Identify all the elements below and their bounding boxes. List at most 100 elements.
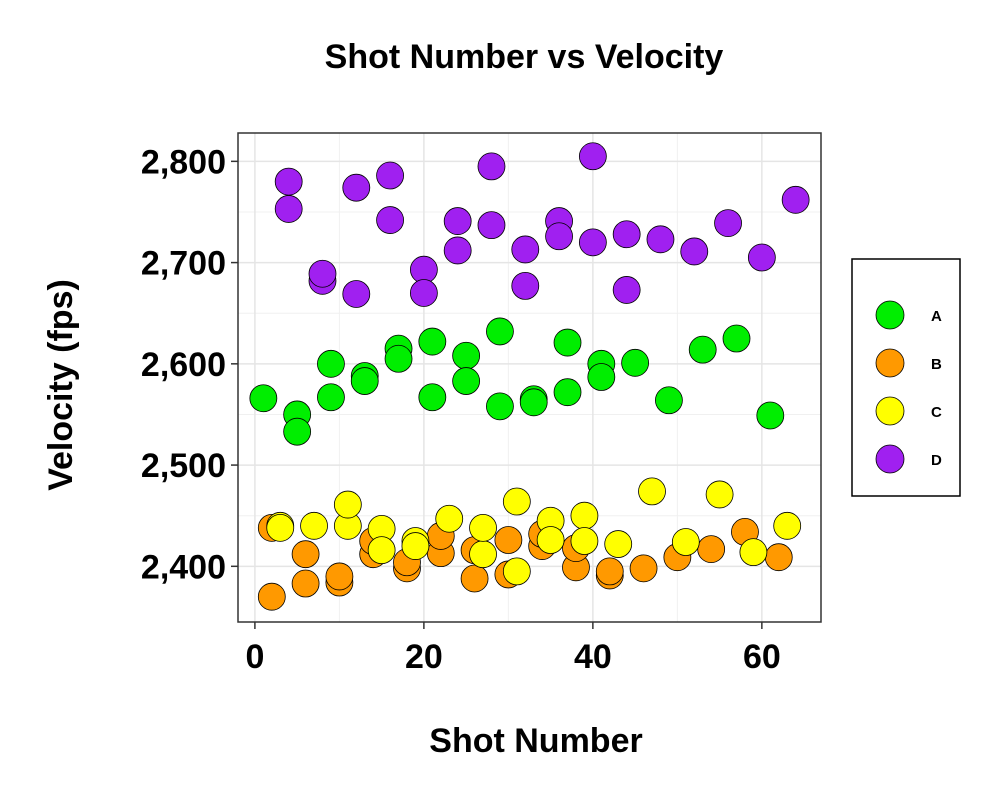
x-tick-label: 0 xyxy=(245,638,264,676)
data-point-b xyxy=(460,564,489,593)
legend-box xyxy=(851,258,961,497)
x-tick-label: 60 xyxy=(743,638,781,676)
data-point-c xyxy=(502,487,531,516)
data-point-d xyxy=(376,206,404,234)
data-point-d xyxy=(477,211,506,240)
data-point-b xyxy=(595,557,624,586)
data-point-c xyxy=(367,536,396,565)
legend-key-b xyxy=(875,348,905,378)
legend-label-b: B xyxy=(931,356,942,373)
data-point-b xyxy=(494,526,523,554)
data-point-d xyxy=(612,220,641,249)
plot-border xyxy=(237,132,822,623)
y-tick-label: 2,400 xyxy=(141,548,226,586)
data-point-a xyxy=(553,378,582,407)
data-point-a xyxy=(418,327,447,356)
data-point-c xyxy=(671,528,700,556)
data-point-c xyxy=(435,504,464,533)
data-point-b xyxy=(291,540,320,569)
data-point-b xyxy=(291,569,320,598)
data-point-d xyxy=(714,209,742,238)
legend: A B C D xyxy=(851,258,961,497)
chart-title: Shot Number vs Velocity xyxy=(325,38,724,76)
data-point-d xyxy=(274,167,303,196)
data-point-d xyxy=(680,237,709,266)
y-tick-label: 2,500 xyxy=(141,447,226,485)
data-point-c xyxy=(502,557,531,586)
x-tick-label: 20 xyxy=(405,638,443,676)
data-point-d xyxy=(578,228,607,257)
legend-key-d xyxy=(875,444,905,474)
data-point-a xyxy=(452,367,481,395)
x-axis: 0 20 40 60 xyxy=(245,622,781,676)
legend-label-c: C xyxy=(931,404,942,421)
data-point-b xyxy=(764,543,793,572)
data-point-a xyxy=(756,401,785,430)
data-point-d xyxy=(545,222,573,251)
y-axis-title: Velocity (fps) xyxy=(42,279,80,491)
data-point-d xyxy=(747,243,776,272)
data-point-d xyxy=(511,235,540,264)
x-axis-title: Shot Number xyxy=(429,722,642,760)
data-points xyxy=(249,142,810,611)
legend-key-c xyxy=(875,396,905,426)
x-tick-label: 40 xyxy=(574,638,612,676)
legend-label-a: A xyxy=(931,308,942,325)
data-point-c xyxy=(739,538,768,567)
data-point-d xyxy=(308,259,337,288)
data-point-c xyxy=(333,490,362,519)
data-point-a xyxy=(722,324,751,353)
data-point-a xyxy=(621,348,650,377)
data-point-a xyxy=(655,386,683,415)
legend-label-d: D xyxy=(931,452,942,469)
data-point-d xyxy=(443,207,472,235)
data-point-d xyxy=(342,173,371,202)
data-point-c xyxy=(469,540,497,569)
y-tick-label: 2,600 xyxy=(141,346,226,384)
data-point-c xyxy=(469,513,497,542)
data-point-d xyxy=(781,185,810,214)
data-point-b xyxy=(697,535,726,564)
data-point-d xyxy=(409,279,438,307)
data-point-d xyxy=(612,276,641,304)
data-point-a xyxy=(384,344,413,373)
data-point-a xyxy=(283,417,312,446)
legend-key-a xyxy=(875,300,905,330)
data-point-d xyxy=(646,225,675,254)
data-point-b xyxy=(325,562,354,591)
data-point-a xyxy=(486,317,514,346)
y-tick-label: 2,700 xyxy=(141,245,226,283)
data-point-a xyxy=(587,363,616,391)
data-point-a xyxy=(350,367,379,395)
data-point-b xyxy=(257,582,286,611)
data-point-c xyxy=(536,526,565,554)
data-point-a xyxy=(418,383,447,412)
data-point-d xyxy=(376,161,404,190)
data-point-c xyxy=(300,511,328,540)
data-point-a xyxy=(452,341,481,370)
data-point-a xyxy=(553,328,582,357)
data-point-d xyxy=(274,195,303,223)
data-point-d xyxy=(477,152,506,181)
data-point-a xyxy=(249,384,278,413)
data-point-a xyxy=(519,388,548,417)
data-point-d xyxy=(578,142,607,171)
data-point-c xyxy=(705,480,734,509)
data-point-d xyxy=(511,271,540,300)
data-point-d xyxy=(443,236,472,265)
data-point-a xyxy=(317,349,345,378)
data-point-a xyxy=(688,335,717,364)
data-point-d xyxy=(342,280,371,308)
data-point-c xyxy=(638,477,666,506)
data-point-c xyxy=(570,501,599,530)
data-point-b xyxy=(629,554,658,583)
y-tick-label: 2,800 xyxy=(141,143,226,181)
data-point-c xyxy=(773,511,802,540)
data-point-c xyxy=(401,532,430,560)
data-point-a xyxy=(486,392,514,421)
data-point-a xyxy=(317,383,345,412)
data-point-c xyxy=(266,513,295,542)
y-axis: 2,400 2,500 2,600 2,700 2,800 xyxy=(141,143,238,586)
data-point-c xyxy=(570,527,599,555)
